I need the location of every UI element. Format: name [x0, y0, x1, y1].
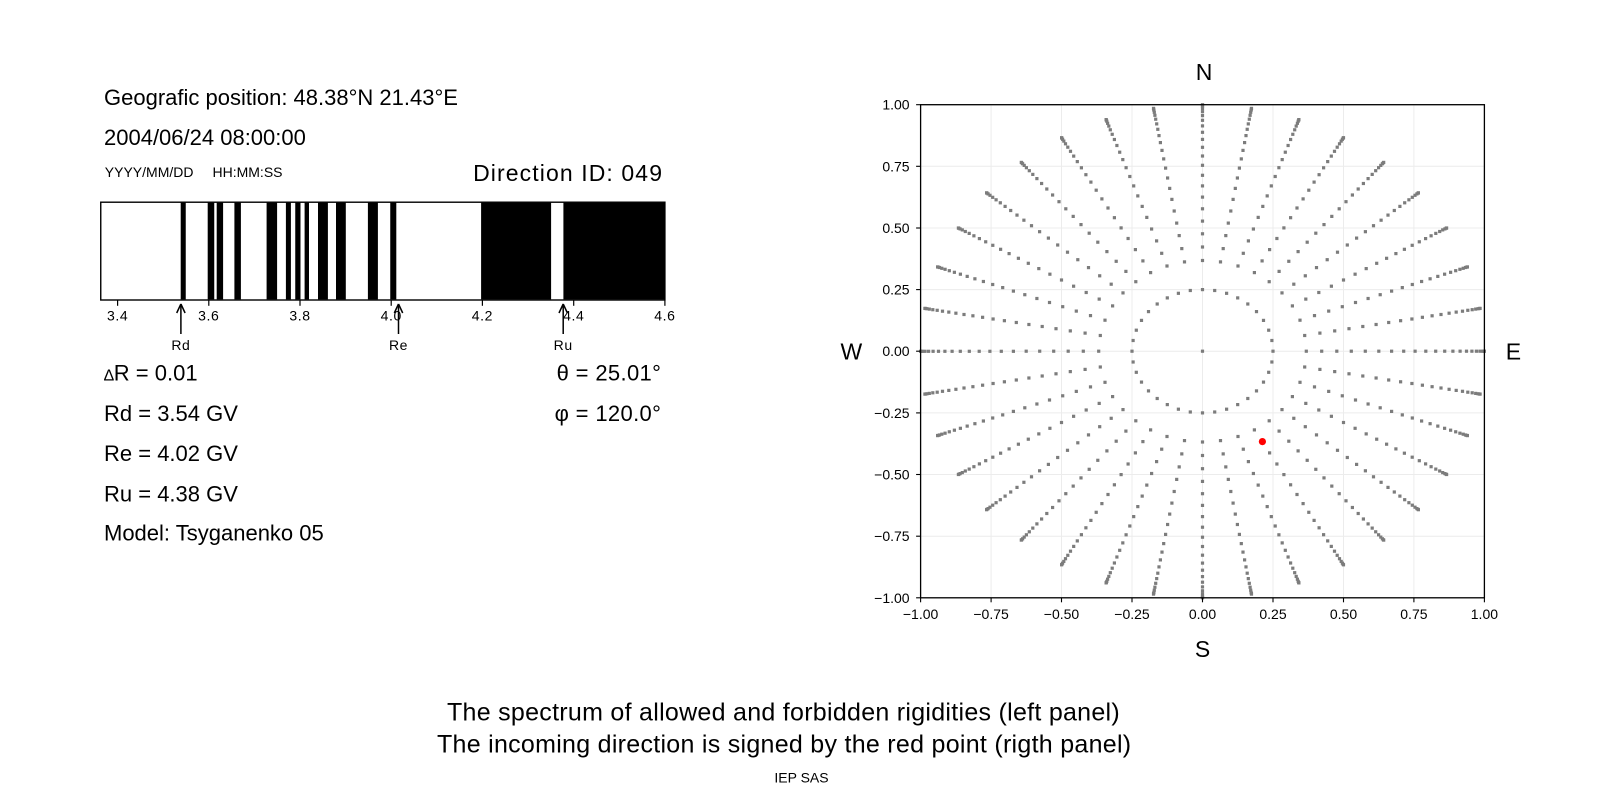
svg-text:Ru: Ru: [554, 337, 573, 353]
svg-text:0.75: 0.75: [882, 158, 909, 174]
svg-text:−0.75: −0.75: [973, 606, 1009, 622]
svg-text:4.0: 4.0: [381, 307, 402, 323]
svg-text:0.00: 0.00: [1189, 606, 1216, 622]
svg-text:N: N: [1196, 59, 1213, 85]
svg-text:3.6: 3.6: [198, 307, 219, 323]
svg-text:3.4: 3.4: [107, 307, 128, 323]
svg-text:2004/06/24 08:00:00: 2004/06/24 08:00:00: [104, 125, 306, 150]
svg-text:4.2: 4.2: [472, 307, 493, 323]
svg-text:0.25: 0.25: [882, 282, 909, 298]
svg-text:0.25: 0.25: [1259, 606, 1286, 622]
svg-text:1.00: 1.00: [882, 97, 909, 113]
svg-text:Rd: Rd: [171, 337, 190, 353]
svg-text:S: S: [1195, 636, 1210, 662]
svg-text:Ru = 4.38 GV: Ru = 4.38 GV: [104, 481, 238, 506]
svg-text:IEP SAS: IEP SAS: [774, 770, 828, 786]
svg-text:YYYY/MM/DD: YYYY/MM/DD: [105, 164, 194, 180]
svg-text:0.00: 0.00: [882, 343, 909, 359]
svg-text:−0.25: −0.25: [874, 405, 910, 421]
svg-text:0.50: 0.50: [1330, 606, 1357, 622]
svg-text:Rd = 3.54 GV: Rd = 3.54 GV: [104, 401, 238, 426]
svg-text:HH:MM:SS: HH:MM:SS: [213, 164, 283, 180]
svg-text:4.6: 4.6: [654, 307, 675, 323]
svg-text:1.00: 1.00: [1471, 606, 1498, 622]
svg-text:0.75: 0.75: [1400, 606, 1427, 622]
svg-text:∆R = 0.01: ∆R = 0.01: [104, 361, 198, 386]
svg-text:3.8: 3.8: [289, 307, 310, 323]
svg-text:−1.00: −1.00: [903, 606, 939, 622]
svg-text:Geografic position: 48.38°N 21: Geografic position: 48.38°N 21.43°E: [104, 85, 458, 110]
svg-text:The spectrum of allowed and fo: The spectrum of allowed and forbidden ri…: [447, 699, 1120, 727]
svg-text:W: W: [840, 339, 862, 365]
svg-text:Model: Tsyganenko 05: Model: Tsyganenko 05: [104, 521, 324, 546]
svg-text:Re = 4.02 GV: Re = 4.02 GV: [104, 441, 238, 466]
svg-text:E: E: [1506, 339, 1521, 365]
svg-text:0.50: 0.50: [882, 220, 909, 236]
svg-text:−1.00: −1.00: [874, 590, 910, 606]
svg-text:The incoming direction is sign: The incoming direction is signed by the …: [437, 730, 1131, 758]
svg-text:Re: Re: [389, 337, 408, 353]
svg-text:−0.50: −0.50: [874, 467, 910, 483]
svg-text:−0.25: −0.25: [1114, 606, 1150, 622]
svg-text:φ = 120.0°: φ = 120.0°: [555, 401, 662, 426]
svg-text:Direction ID: 049: Direction ID: 049: [473, 160, 663, 186]
svg-text:−0.75: −0.75: [874, 528, 910, 544]
svg-text:θ = 25.01°: θ = 25.01°: [557, 361, 662, 386]
svg-text:4.4: 4.4: [563, 307, 584, 323]
svg-text:−0.50: −0.50: [1044, 606, 1080, 622]
